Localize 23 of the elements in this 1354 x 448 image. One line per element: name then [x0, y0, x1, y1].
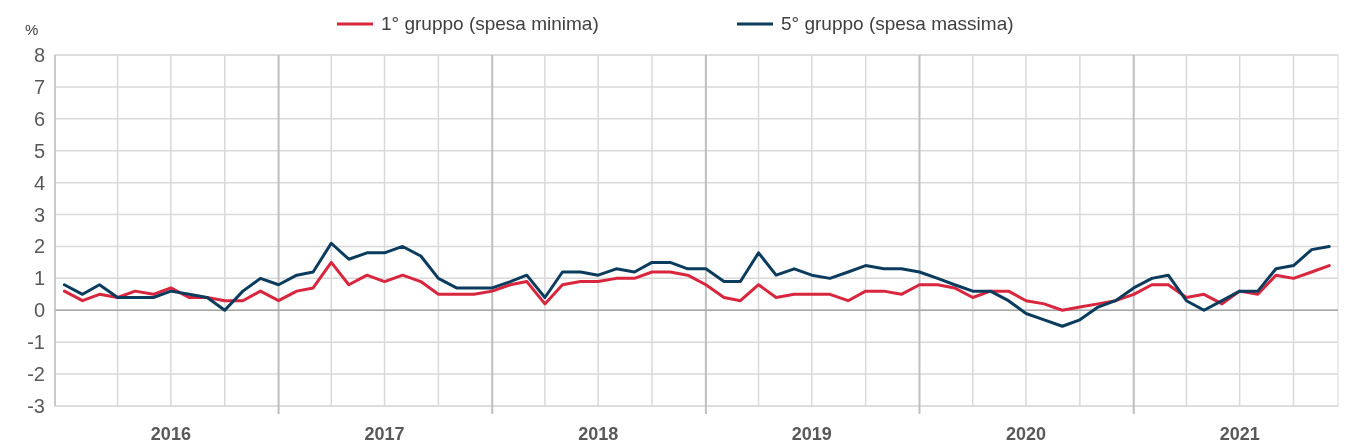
y-tick-label: 2 — [33, 235, 45, 258]
y-tick-label: 0 — [33, 299, 45, 322]
legend-label: 1° gruppo (spesa minima) — [381, 13, 599, 34]
y-tick-label: 4 — [33, 171, 45, 194]
y-tick-label: 1 — [33, 267, 45, 290]
x-tick-label: 2019 — [791, 424, 832, 444]
line-series — [62, 241, 1331, 328]
x-tick-label: 2020 — [1006, 424, 1047, 444]
x-tick-label: 2021 — [1219, 424, 1260, 444]
y-tick-label: -2 — [27, 363, 45, 386]
y-tick-label: 5 — [33, 139, 45, 162]
y-tick-label: -1 — [27, 331, 45, 354]
y-axis-title: % — [25, 21, 39, 38]
x-tick-label: 2018 — [578, 424, 619, 444]
y-tick-label: -3 — [27, 395, 45, 417]
line-series — [62, 260, 1331, 312]
legend-label: 5° gruppo (spesa massima) — [781, 13, 1014, 34]
x-tick-label: 2017 — [364, 424, 405, 444]
y-tick-label: 6 — [33, 107, 45, 130]
y-tick-label: 8 — [33, 44, 45, 66]
x-tick-label: 2016 — [150, 424, 191, 444]
y-tick-label: 3 — [33, 203, 45, 226]
y-tick-label: 7 — [33, 75, 45, 98]
